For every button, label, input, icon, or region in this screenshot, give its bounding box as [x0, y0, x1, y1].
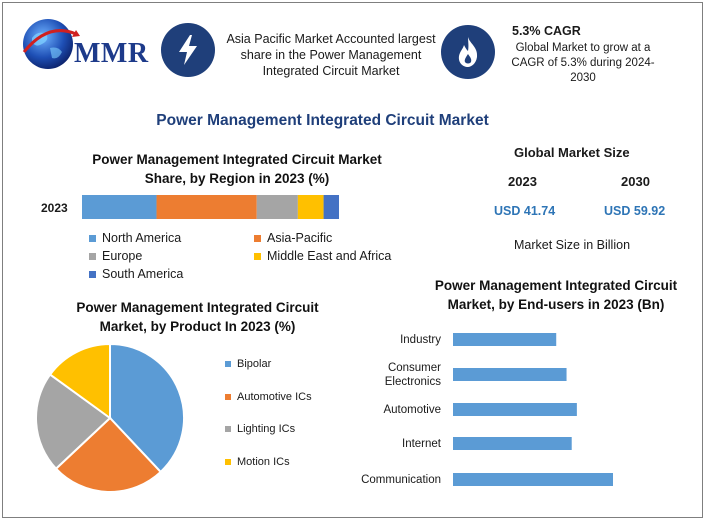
- legend-label: Bipolar: [237, 358, 272, 370]
- product-chart-title: Power Management Integrated Circuit Mark…: [76, 300, 319, 334]
- enduser-bar-internet: [453, 437, 572, 450]
- legend-swatch: [89, 234, 96, 242]
- pie-slice-motion-ics: [48, 342, 111, 420]
- legend-swatch: [225, 361, 231, 367]
- pie-slice-automotive-ics: [54, 416, 163, 493]
- pie-slice-bipolar: [109, 342, 185, 474]
- market-year-2023: 2023: [508, 174, 537, 189]
- product-legend-lighting-ics: Lighting ICs: [225, 423, 295, 435]
- cagr-title: 5.3% CAGR: [512, 24, 581, 38]
- legend-swatch: [89, 270, 96, 278]
- legend-swatch: [225, 426, 231, 432]
- enduser-bar-industry: [453, 333, 557, 346]
- main-title: Power Management Integrated Circuit Mark…: [156, 112, 489, 129]
- region-legend-europe: Europe: [89, 249, 142, 263]
- legend-label: Asia-Pacific: [267, 231, 333, 245]
- region-stacked-bar-chart: [82, 195, 339, 219]
- region-legend-asia-pacific: Asia-Pacific: [254, 231, 332, 245]
- enduser-bar-automotive: [453, 403, 577, 416]
- market-year-2030: 2030: [621, 174, 650, 189]
- enduser-bar-communication: [453, 473, 613, 486]
- legend-label: Motion ICs: [237, 456, 290, 468]
- region-legend-middle-east-and-africa: Middle East and Africa: [254, 249, 391, 263]
- flame-icon: [441, 25, 495, 79]
- region-legend-north-america: North America: [89, 231, 181, 245]
- enduser-category-label-consumer-electronics: Consumer Electronics: [384, 362, 441, 388]
- logo-text: MMR: [74, 38, 149, 69]
- product-legend-automotive-ics: Automotive ICs: [225, 391, 312, 403]
- legend-label: Lighting ICs: [237, 423, 296, 435]
- enduser-category-label-industry: Industry: [400, 334, 441, 346]
- legend-swatch: [254, 252, 261, 260]
- enduser-bar-consumer-electronics: [453, 368, 567, 381]
- legend-label: Automotive ICs: [237, 391, 312, 403]
- lightning-icon: [161, 23, 215, 77]
- mmr-logo: MMR: [10, 10, 155, 80]
- enduser-category-label-automotive: Automotive: [383, 404, 441, 416]
- enduser-bar-chart: [453, 333, 613, 486]
- cagr-description: Global Market to grow at a CAGR of 5.3% …: [511, 42, 655, 84]
- legend-label: Europe: [102, 249, 143, 263]
- market-value-2023: USD 41.74: [494, 204, 556, 218]
- region-bar-segment-europe: [256, 195, 298, 219]
- legend-swatch: [225, 394, 231, 400]
- legend-label: South America: [102, 267, 184, 281]
- globe-icon: [22, 19, 80, 69]
- product-legend-bipolar: Bipolar: [225, 358, 271, 370]
- product-pie-chart: [35, 342, 185, 493]
- region-legend-south-america: South America: [89, 267, 183, 281]
- enduser-category-label-communication: Communication: [361, 474, 441, 486]
- region-bar-segment-south-america: [323, 195, 339, 219]
- region-bar-segment-middle-east-and-africa: [297, 195, 324, 219]
- region-chart-year-label: 2023: [41, 201, 68, 215]
- region-bar-segment-north-america: [82, 195, 157, 219]
- region-chart-title: Power Management Integrated Circuit Mark…: [92, 152, 382, 186]
- enduser-chart-title: Power Management Integrated Circuit Mark…: [434, 278, 678, 312]
- global-market-size-title: Global Market Size: [514, 145, 630, 160]
- header-info-text: Asia Pacific Market Accounted largest sh…: [226, 32, 436, 78]
- legend-label: North America: [102, 231, 182, 245]
- market-size-unit-note: Market Size in Billion: [514, 238, 631, 252]
- region-bar-segment-asia-pacific: [156, 195, 257, 219]
- legend-label: Middle East and Africa: [267, 249, 392, 263]
- legend-swatch: [225, 459, 231, 465]
- market-value-2030: USD 59.92: [604, 204, 666, 218]
- enduser-category-label-internet: Internet: [402, 438, 441, 450]
- pie-slice-lighting-ics: [35, 373, 112, 471]
- legend-swatch: [89, 252, 96, 260]
- legend-swatch: [254, 234, 261, 242]
- product-legend-motion-ics: Motion ICs: [225, 456, 290, 468]
